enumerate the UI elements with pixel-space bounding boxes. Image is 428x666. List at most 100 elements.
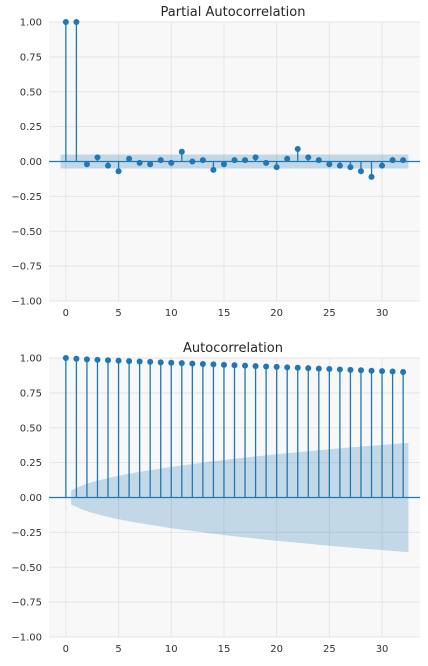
pacf-y-tick-label: −0.50 [11, 227, 42, 238]
pacf-stem-marker [315, 157, 322, 164]
acf-stem-marker [136, 358, 143, 365]
acf-stem-marker [189, 360, 196, 367]
pacf-stem-marker [231, 157, 238, 164]
pacf-stem-marker [252, 154, 259, 161]
acf-title: Autocorrelation [183, 341, 283, 356]
pacf-stem-marker [73, 19, 80, 25]
pacf-stem-marker [210, 166, 217, 173]
pacf-stem-marker [94, 154, 101, 161]
acf-stem-marker [210, 361, 217, 368]
acf-stem-marker [199, 360, 206, 367]
acf-x-tick-label: 0 [63, 644, 69, 655]
pacf-stem-marker [347, 164, 354, 171]
pacf-stem-marker [178, 148, 185, 155]
acf-stem-marker [326, 366, 333, 373]
pacf-stem-marker [62, 19, 69, 25]
pacf-stem-marker [326, 161, 333, 168]
acf-stem-marker [389, 368, 396, 375]
pacf-x-tick-label: 10 [165, 308, 178, 319]
pacf-stem-marker [242, 157, 249, 164]
acf-stem-marker [379, 368, 386, 375]
acf-y-tick-label: −1.00 [11, 633, 42, 644]
pacf-stem-marker [400, 157, 407, 164]
pacf-stem-marker [389, 157, 396, 164]
acf-x-tick-label: 20 [270, 644, 283, 655]
pacf-stem-marker [368, 173, 375, 180]
pacf-y-tick-label: 1.00 [20, 18, 42, 29]
acf-stem-marker [368, 367, 375, 374]
acf-stem-marker [273, 363, 280, 370]
acf-stem-marker [400, 368, 407, 375]
pacf-y-tick-label: −0.25 [11, 192, 42, 203]
acf-y-tick-label: 1.00 [20, 354, 42, 365]
pacf-y-tick-labels: 1.00 0.75 0.50 0.25 0.00 −0.25 −0.50 −0.75 −1.00 [11, 18, 42, 308]
pacf-stem-marker [305, 154, 312, 161]
acf-y-tick-label: −0.75 [11, 598, 42, 609]
acf-stem-marker [83, 356, 90, 363]
acf-stem-marker [357, 367, 364, 374]
pacf-x-tick-label: 25 [323, 308, 336, 319]
pacf-stem-marker [357, 168, 364, 175]
acf-y-tick-label: −0.50 [11, 563, 42, 574]
pacf-stem-marker [336, 162, 343, 169]
pacf-plot: 1.00 0.75 0.50 0.25 0.00 −0.25 −0.50 −0.75 −1.00… [11, 5, 420, 319]
acf-stem-marker [157, 359, 164, 366]
acf-stem-marker [62, 355, 69, 361]
acf-stem-marker [336, 366, 343, 373]
acf-stem-marker [284, 364, 291, 371]
acf-stem-marker [115, 357, 122, 364]
acf-y-tick-label: 0.75 [20, 388, 42, 399]
pacf-stems [62, 19, 407, 180]
pacf-stem-marker [273, 164, 280, 171]
pacf-x-tick-label: 30 [376, 308, 389, 319]
acf-y-tick-label: 0.50 [20, 423, 42, 434]
acf-x-tick-labels: 0 5 10 15 20 25 30 [63, 644, 389, 655]
acf-y-tick-label: 0.00 [20, 493, 42, 504]
acf-stem-marker [147, 358, 154, 365]
pacf-x-tick-label: 0 [63, 308, 69, 319]
pacf-x-tick-label: 20 [270, 308, 283, 319]
pacf-y-tick-label: 0.00 [20, 157, 42, 168]
acf-y-tick-label: 0.25 [20, 458, 42, 469]
pacf-stem-marker [136, 159, 143, 166]
pacf-y-tick-label: −0.75 [11, 262, 42, 273]
acf-stem-marker [178, 360, 185, 367]
acf-y-tick-label: −0.25 [11, 528, 42, 539]
acf-stem-marker [263, 363, 270, 370]
pacf-stem-marker [263, 159, 270, 166]
acf-x-tick-label: 30 [376, 644, 389, 655]
pacf-stem-marker [168, 159, 175, 166]
acf-stem-marker [347, 366, 354, 373]
acf-stem-marker [168, 359, 175, 366]
pacf-x-tick-labels: 0 5 10 15 20 25 30 [63, 308, 389, 319]
pacf-stem-marker [189, 158, 196, 165]
acf-stem-marker [315, 365, 322, 372]
pacf-stem-marker [147, 161, 154, 168]
acf-stem-marker [242, 362, 249, 369]
acf-x-tick-label: 10 [165, 644, 178, 655]
acf-x-tick-label: 15 [218, 644, 231, 655]
pacf-stem-marker [83, 161, 90, 168]
pacf-x-tick-label: 5 [115, 308, 121, 319]
acf-x-tick-label: 5 [115, 644, 121, 655]
acf-stem-marker [73, 355, 80, 362]
acf-stem-marker [220, 361, 227, 368]
acf-stem-marker [305, 365, 312, 372]
pacf-stem-marker [199, 157, 206, 164]
acf-stem-marker [94, 356, 101, 363]
pacf-stem-marker [294, 145, 301, 152]
acf-plot: 1.00 0.75 0.50 0.25 0.00 −0.25 −0.50 −0.75 −1.00… [11, 341, 420, 655]
pacf-y-tick-label: 0.50 [20, 87, 42, 98]
acf-stem-marker [252, 363, 259, 370]
pacf-stem-marker [220, 161, 227, 168]
pacf-stem-marker [157, 157, 164, 164]
acf-stem-marker [126, 358, 133, 365]
acf-y-tick-labels: 1.00 0.75 0.50 0.25 0.00 −0.25 −0.50 −0.75 −1.00 [11, 354, 42, 644]
pacf-y-tick-label: 0.75 [20, 52, 42, 63]
pacf-y-tick-label: −1.00 [11, 297, 42, 308]
acf-stem-marker [231, 362, 238, 369]
pacf-x-tick-label: 15 [218, 308, 231, 319]
acf-stem-marker [294, 364, 301, 371]
pacf-stem-marker [105, 162, 112, 169]
